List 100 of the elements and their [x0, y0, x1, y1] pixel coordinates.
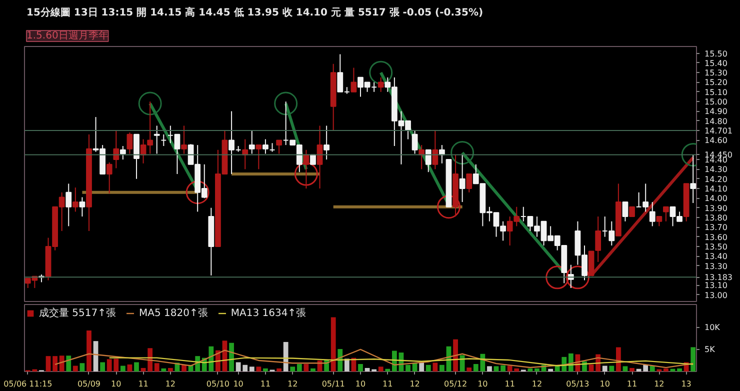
bar — [182, 364, 186, 372]
bar — [100, 362, 106, 372]
y-tick-label: 14.80 — [704, 116, 728, 126]
candlestick — [595, 216, 602, 262]
x-tick-label: 05/09 — [77, 380, 101, 388]
y-tick-label: 13.60 — [704, 232, 728, 242]
candlestick — [160, 134, 167, 146]
candlestick — [72, 187, 78, 212]
bar — [609, 366, 614, 372]
bar — [664, 368, 668, 372]
line-series — [108, 357, 694, 366]
y-tick-label: 15.20 — [704, 78, 728, 88]
bar — [249, 366, 254, 372]
bar — [406, 364, 410, 372]
y-tick-label: 13.80 — [704, 213, 728, 222]
bar — [487, 366, 492, 372]
bar — [548, 368, 554, 372]
candlestick — [622, 202, 628, 222]
x-tick-label: 11 — [382, 380, 393, 388]
bar — [72, 366, 78, 372]
candlestick — [256, 144, 262, 170]
candlestick — [649, 202, 656, 227]
bar — [453, 339, 458, 372]
x-tick-label: 05/11 — [322, 380, 345, 388]
bar — [229, 342, 234, 372]
candlestick — [276, 140, 282, 154]
x-tick-label: 12 — [288, 380, 298, 388]
point — [566, 266, 590, 290]
bar — [168, 368, 173, 372]
x-tick-label: 12 — [165, 380, 176, 388]
candlestick — [324, 125, 330, 160]
bar — [440, 364, 444, 372]
candlestick — [412, 130, 418, 154]
bar — [134, 362, 139, 372]
bar — [588, 364, 594, 372]
y-tick-label: 14.00 — [704, 194, 728, 204]
candlestick — [425, 149, 432, 173]
bar — [310, 368, 316, 372]
y-tick-label: 14.60 — [704, 136, 728, 146]
candlestick — [181, 125, 187, 154]
x-tick-label: 05/13 — [566, 380, 590, 388]
bar — [290, 366, 296, 372]
bar — [276, 368, 282, 372]
point — [186, 180, 210, 204]
bar — [494, 366, 499, 372]
line-series — [54, 348, 694, 368]
bar — [86, 330, 92, 372]
y-tick-label: 13.00 — [704, 290, 728, 300]
bar — [534, 368, 540, 372]
bar — [154, 363, 160, 372]
y-tick-label: 15.40 — [704, 58, 728, 68]
bar — [528, 368, 533, 372]
bar — [66, 356, 72, 372]
y-tick-label: 15.00 — [704, 98, 728, 107]
y-tick-label: 14.90 — [704, 107, 728, 116]
y-tick-label: 15.10 — [704, 88, 728, 97]
bar — [466, 368, 472, 372]
legend-label: MA13 1634↑張 — [230, 307, 306, 320]
y-tick-label: 13.10 — [704, 281, 728, 290]
x-tick-label: 13 — [681, 380, 692, 388]
y-tick-label: 13.50 — [704, 242, 728, 252]
candlestick — [66, 183, 72, 227]
x-tick-label: 12 — [654, 380, 664, 388]
bar — [630, 368, 634, 372]
point — [546, 266, 570, 290]
candlestick — [154, 125, 160, 154]
bar — [378, 366, 384, 372]
bar — [120, 366, 126, 372]
candlestick — [262, 138, 268, 154]
bar — [46, 356, 51, 372]
y-tick-label: 15.30 — [704, 68, 728, 78]
candlestick — [120, 146, 126, 160]
y-tick-label: 13.40 — [704, 252, 728, 262]
x-tick-label: 10 — [233, 380, 244, 388]
point — [436, 195, 460, 219]
bar — [338, 349, 343, 372]
y-tick-label: 15.50 — [704, 49, 728, 58]
candlestick — [459, 154, 466, 203]
point — [274, 92, 298, 116]
bar — [426, 364, 431, 372]
point — [138, 92, 162, 116]
bar — [602, 366, 608, 372]
bar — [690, 347, 696, 372]
ref-line-label: 14.701 — [704, 126, 732, 136]
bar — [52, 356, 58, 372]
bar — [256, 366, 262, 372]
text: 1.5.60日週月季年 — [26, 30, 108, 42]
candlestick — [432, 130, 438, 170]
bar — [80, 363, 85, 372]
candlestick — [378, 76, 384, 92]
x-tick-label: 10 — [600, 380, 610, 388]
candlestick — [269, 142, 276, 152]
point — [450, 141, 474, 164]
y-tick-label: 14.20 — [704, 174, 728, 184]
bar — [385, 368, 390, 372]
bar — [263, 368, 268, 372]
bar — [622, 366, 628, 372]
x-tick-label: 11 — [504, 380, 515, 388]
x-tick-label: 11 — [260, 380, 271, 388]
bar — [304, 364, 309, 372]
